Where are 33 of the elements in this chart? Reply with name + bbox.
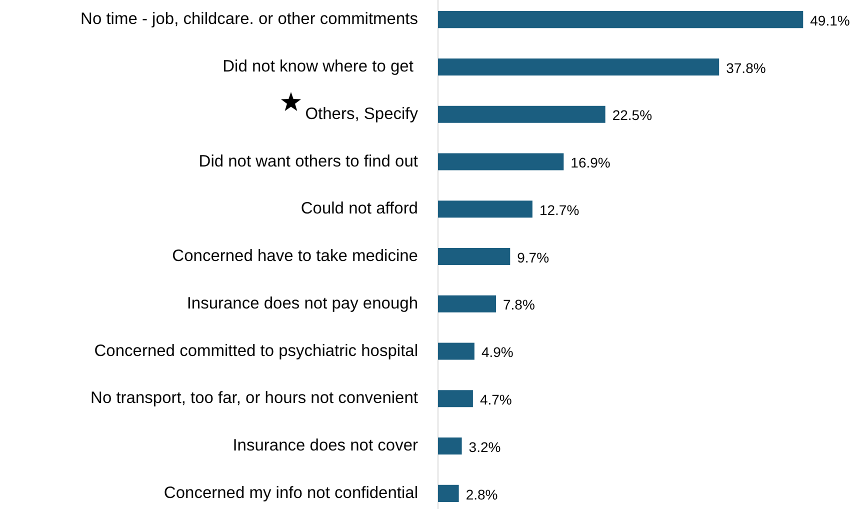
- y-tick-label: Did not know where to get: [222, 58, 418, 76]
- bar: [438, 342, 474, 360]
- data-label: 2.8%: [466, 486, 498, 502]
- y-tick-label: No time - job, childcare. or other commitments: [80, 10, 418, 28]
- y-tick-label: Insurance does not pay enough: [186, 294, 418, 312]
- data-label: 16.9%: [570, 154, 610, 171]
- y-tick-label: Insurance does not cover: [232, 436, 419, 455]
- bar: [438, 248, 510, 266]
- data-label: 49.1%: [810, 12, 850, 28]
- data-label: 4.9%: [481, 344, 514, 360]
- bar: [438, 295, 496, 312]
- bar: [438, 58, 720, 76]
- bar: [438, 484, 459, 502]
- y-tick-label: Did not want others to find out: [198, 152, 418, 170]
- bar: [438, 106, 606, 123]
- data-label: 37.8%: [726, 60, 766, 76]
- bar: [438, 11, 804, 28]
- bar: [438, 438, 462, 455]
- y-tick-label: Concerned committed to psychiatric hospital: [94, 342, 418, 360]
- bar: [438, 200, 532, 218]
- bar: [438, 390, 473, 408]
- y-tick-label: Concerned have to take medicine: [172, 247, 418, 266]
- data-label: 12.7%: [539, 202, 580, 218]
- y-tick-label: No transport, too far, or hours not convenient: [90, 389, 418, 408]
- y-tick-label: Concerned my info not confidential: [164, 484, 418, 502]
- data-label: 4.7%: [480, 392, 512, 408]
- y-tick-label: Could not afford: [300, 200, 418, 218]
- y-tick-label: Others, Specify: [305, 104, 419, 123]
- data-label: 22.5%: [612, 107, 652, 124]
- data-label: 3.2%: [468, 438, 501, 455]
- data-label: 7.8%: [503, 296, 535, 313]
- bar: [438, 153, 564, 170]
- data-label: 9.7%: [517, 249, 550, 266]
